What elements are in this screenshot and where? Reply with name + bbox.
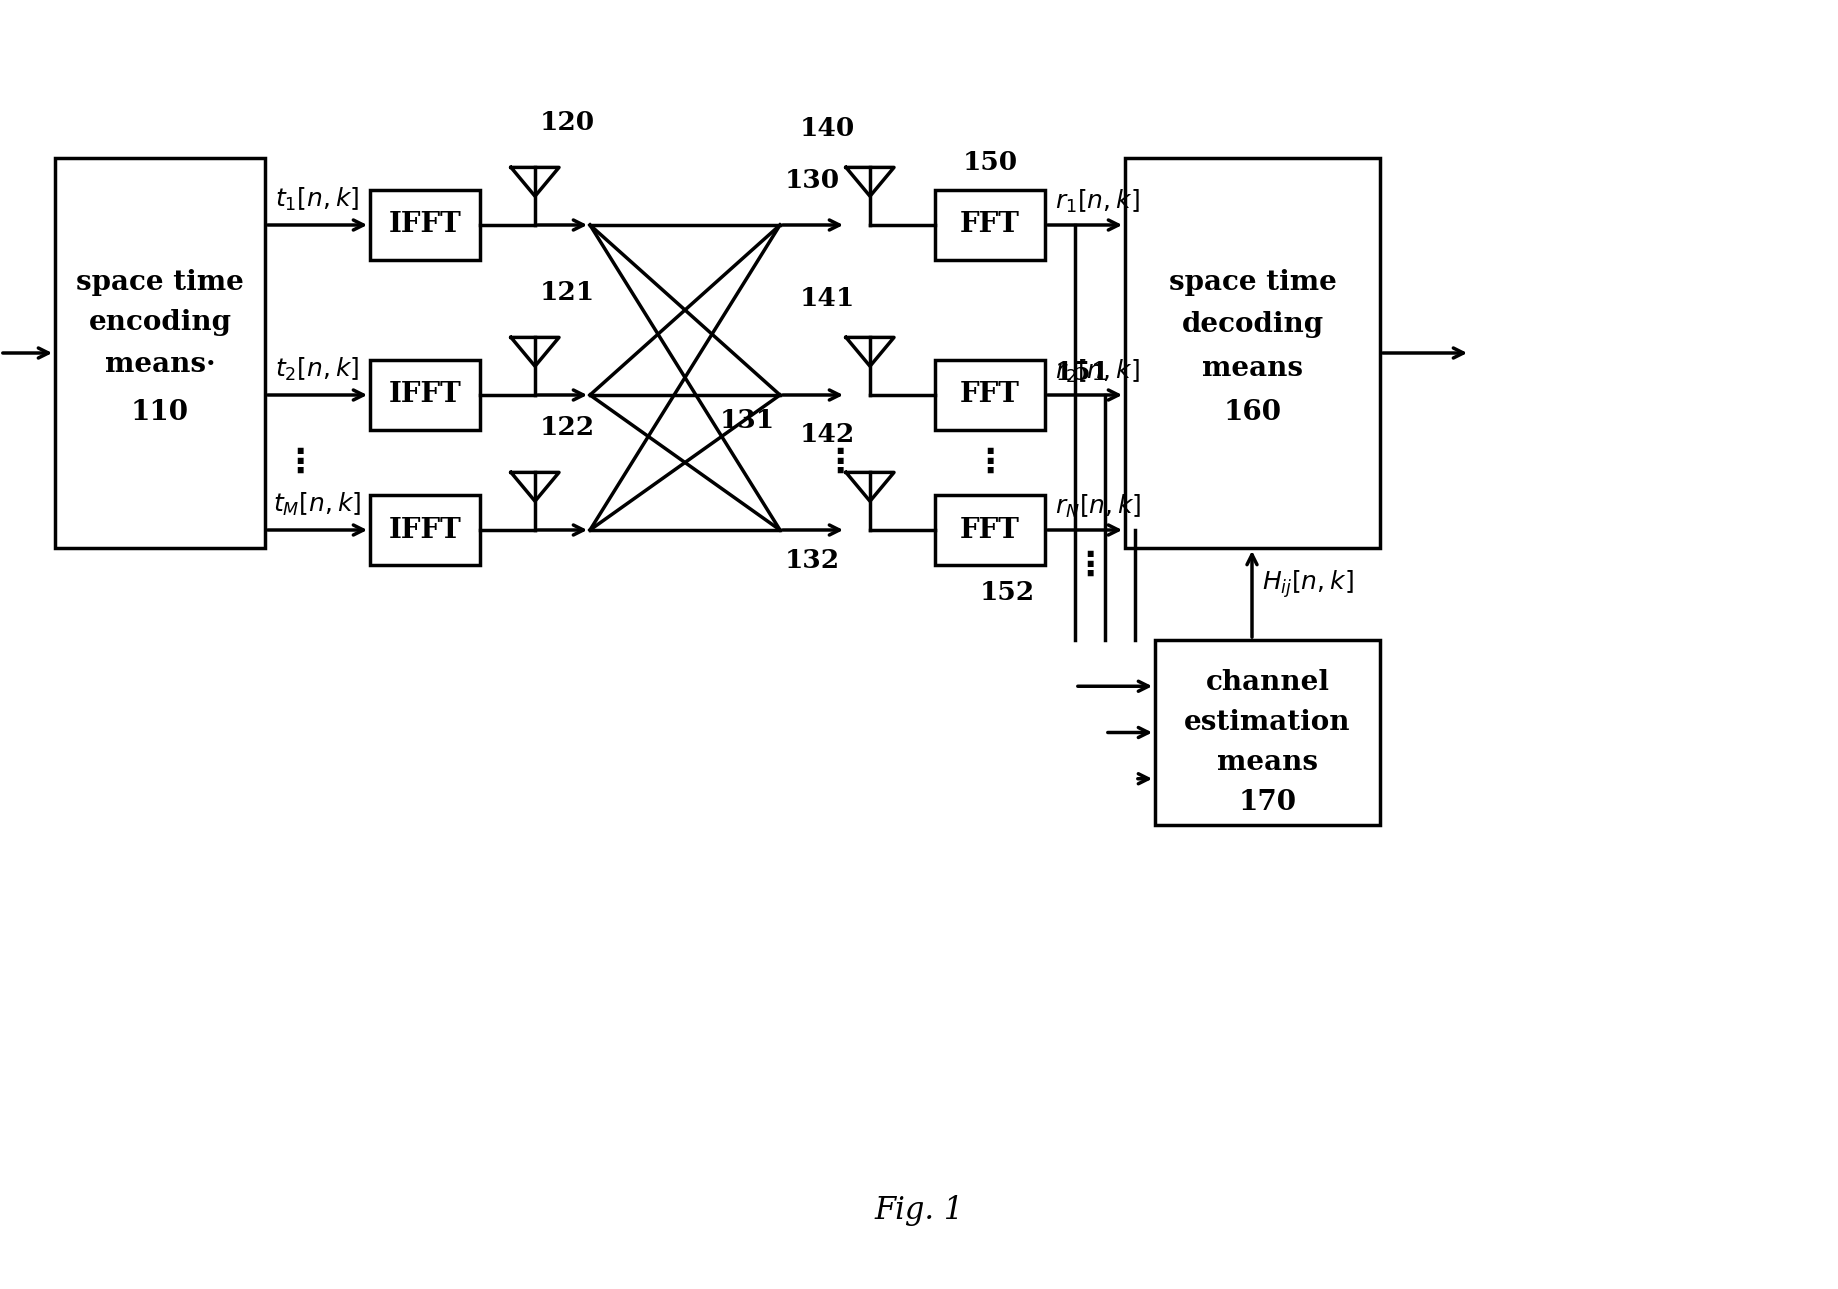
Text: Fig. 1: Fig. 1 <box>875 1195 963 1226</box>
Text: $t_1[n,k]$: $t_1[n,k]$ <box>276 186 358 213</box>
Text: $r_N[n,k]$: $r_N[n,k]$ <box>1055 492 1141 519</box>
Text: estimation: estimation <box>1184 709 1351 736</box>
Text: 160: 160 <box>1224 400 1281 427</box>
Bar <box>55 159 265 548</box>
Text: ⋮: ⋮ <box>974 446 1007 478</box>
Text: $t_2[n,k]$: $t_2[n,k]$ <box>276 356 358 383</box>
Text: 110: 110 <box>130 400 189 427</box>
Text: 152: 152 <box>980 580 1035 605</box>
Text: 120: 120 <box>540 110 596 135</box>
Text: 130: 130 <box>785 168 840 192</box>
Text: $H_{ij}[n,k]$: $H_{ij}[n,k]$ <box>1263 568 1355 599</box>
Text: 150: 150 <box>963 150 1018 175</box>
Text: FFT: FFT <box>959 517 1020 544</box>
Bar <box>369 360 480 431</box>
Bar <box>936 189 1046 260</box>
Bar <box>1125 159 1380 548</box>
Bar <box>936 360 1046 431</box>
Text: $r_2[n,k]$: $r_2[n,k]$ <box>1055 358 1140 385</box>
Text: 131: 131 <box>720 407 776 433</box>
Text: FFT: FFT <box>959 382 1020 409</box>
Text: $r_1[n,k]$: $r_1[n,k]$ <box>1055 188 1140 215</box>
Text: decoding: decoding <box>1182 312 1323 339</box>
Text: channel: channel <box>1206 669 1329 696</box>
Text: means: means <box>1202 354 1303 382</box>
Text: 132: 132 <box>785 548 840 572</box>
Text: 170: 170 <box>1239 789 1296 816</box>
Text: space time: space time <box>75 269 244 296</box>
Text: 151: 151 <box>1055 360 1110 385</box>
Text: ⋮: ⋮ <box>823 446 857 478</box>
Text: 140: 140 <box>800 116 855 142</box>
Text: 142: 142 <box>800 422 855 446</box>
Text: ⋮: ⋮ <box>1073 549 1106 581</box>
Text: 122: 122 <box>540 415 596 440</box>
Text: 121: 121 <box>540 280 596 305</box>
Bar <box>369 189 480 260</box>
Text: means·: means· <box>105 352 215 379</box>
Text: $t_M[n,k]$: $t_M[n,k]$ <box>272 491 360 518</box>
Bar <box>369 495 480 565</box>
Text: IFFT: IFFT <box>388 517 461 544</box>
Text: IFFT: IFFT <box>388 211 461 238</box>
Bar <box>936 495 1046 565</box>
Text: encoding: encoding <box>88 309 232 336</box>
Text: 141: 141 <box>800 286 855 312</box>
Text: FFT: FFT <box>959 211 1020 238</box>
Text: space time: space time <box>1169 269 1336 296</box>
Bar <box>1154 641 1380 825</box>
Text: ⋮: ⋮ <box>283 446 316 478</box>
Text: IFFT: IFFT <box>388 382 461 409</box>
Text: means: means <box>1217 749 1318 776</box>
